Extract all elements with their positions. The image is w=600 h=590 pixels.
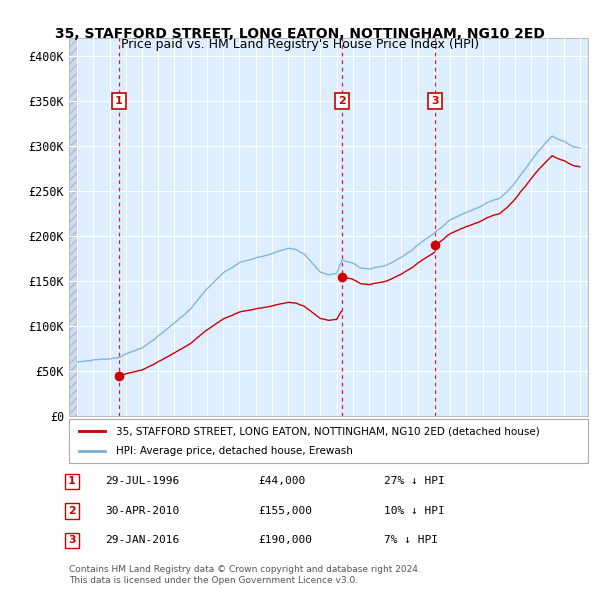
- Text: 29-JAN-2016: 29-JAN-2016: [105, 536, 179, 545]
- Text: £44,000: £44,000: [258, 477, 305, 486]
- Text: Price paid vs. HM Land Registry's House Price Index (HPI): Price paid vs. HM Land Registry's House …: [121, 38, 479, 51]
- Text: 7% ↓ HPI: 7% ↓ HPI: [384, 536, 438, 545]
- Text: Contains HM Land Registry data © Crown copyright and database right 2024.: Contains HM Land Registry data © Crown c…: [69, 565, 421, 574]
- Text: 1: 1: [115, 96, 122, 106]
- Text: 29-JUL-1996: 29-JUL-1996: [105, 477, 179, 486]
- Text: This data is licensed under the Open Government Licence v3.0.: This data is licensed under the Open Gov…: [69, 576, 358, 585]
- Text: 10% ↓ HPI: 10% ↓ HPI: [384, 506, 445, 516]
- Text: 3: 3: [431, 96, 439, 106]
- Text: £190,000: £190,000: [258, 536, 312, 545]
- Text: 35, STAFFORD STREET, LONG EATON, NOTTINGHAM, NG10 2ED (detached house): 35, STAFFORD STREET, LONG EATON, NOTTING…: [116, 427, 539, 436]
- Text: 2: 2: [68, 506, 76, 516]
- Text: 30-APR-2010: 30-APR-2010: [105, 506, 179, 516]
- Text: 35, STAFFORD STREET, LONG EATON, NOTTINGHAM, NG10 2ED: 35, STAFFORD STREET, LONG EATON, NOTTING…: [55, 27, 545, 41]
- Text: 27% ↓ HPI: 27% ↓ HPI: [384, 477, 445, 486]
- Text: 1: 1: [68, 477, 76, 486]
- Text: £155,000: £155,000: [258, 506, 312, 516]
- FancyBboxPatch shape: [69, 419, 588, 463]
- Text: HPI: Average price, detached house, Erewash: HPI: Average price, detached house, Erew…: [116, 446, 353, 455]
- Text: 2: 2: [338, 96, 346, 106]
- Bar: [69, 38, 77, 416]
- Text: 3: 3: [68, 536, 76, 545]
